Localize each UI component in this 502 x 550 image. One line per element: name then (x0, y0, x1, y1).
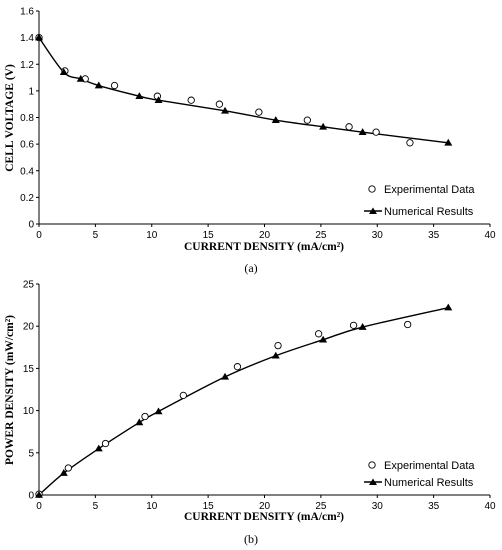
x-tick-label: 35 (428, 501, 440, 512)
x-tick-label: 30 (372, 501, 384, 512)
x-tick-label: 40 (484, 501, 496, 512)
experimental-data-point (179, 391, 187, 400)
experimental-data-point (110, 81, 119, 90)
x-tick-label: 20 (259, 230, 271, 241)
x-tick-label: 35 (428, 230, 440, 241)
numerical-results-line (38, 37, 449, 144)
x-tick-label: 15 (203, 230, 215, 241)
x-tick-label: 25 (315, 501, 327, 512)
experimental-data-point (349, 321, 358, 330)
y-tick-label: 0.6 (20, 140, 34, 151)
numerical-results-point (221, 372, 230, 380)
numerical-results-point (444, 303, 453, 311)
numerical-results-point (221, 106, 230, 114)
panel-caption-a: (a) (244, 261, 257, 275)
legend-label-numerical-results: Numerical Results (384, 477, 474, 489)
experimental-data-point (255, 108, 263, 116)
x-tick-label: 15 (203, 501, 215, 512)
numerical-results-point (59, 469, 68, 476)
experimental-data-point (215, 100, 224, 108)
numerical-results-point (444, 138, 453, 146)
y-tick-label: 0.4 (20, 166, 34, 177)
experimental-data-point (101, 439, 110, 448)
experimental-data-point (345, 123, 353, 131)
experimental-data-point (233, 363, 242, 371)
x-tick-label: 10 (146, 230, 158, 241)
legend-marker-numerical-results (369, 478, 377, 485)
numerical-results-point (76, 74, 85, 82)
panel-caption-b: (b) (244, 532, 258, 546)
experimental-data-point (274, 341, 282, 350)
y-tick-label: 20 (23, 322, 35, 333)
numerical-results-point (94, 444, 103, 452)
numerical-results-point (35, 491, 43, 498)
numerical-results-point (154, 96, 163, 103)
legend-marker-experimental-data (368, 461, 376, 469)
numerical-results-point (94, 81, 103, 89)
numerical-results-point (59, 68, 68, 76)
legend-marker-experimental-data (368, 185, 376, 193)
legend: Experimental Data Numerical Results (364, 184, 475, 218)
y-axis-title: CELL VOLTAGE (V) (4, 64, 16, 172)
x-tick-labels: 0 5 10 15 20 25 30 35 40 (36, 495, 496, 512)
numerical-results-point (135, 418, 144, 426)
numerical-results-point (358, 128, 367, 135)
x-axis-title: CURRENT DENSITY (mA/cm²) (184, 241, 344, 253)
numerical-results-point (358, 323, 367, 330)
data-markers (35, 303, 453, 498)
x-tick-labels: 0 5 10 15 20 25 30 35 40 (36, 224, 496, 241)
y-tick-labels: 0 0.2 0.4 0.6 0.8 1 1.2 1.4 1.6 (20, 7, 39, 231)
x-tick-label: 10 (146, 501, 158, 512)
y-tick-label: 0 (28, 220, 34, 231)
experimental-data-point (404, 320, 412, 329)
y-tick-label: 1.6 (20, 7, 34, 18)
y-tick-labels: 0 5 10 15 20 25 (23, 280, 39, 502)
numerical-results-point (271, 351, 280, 359)
numerical-results-line (38, 306, 449, 496)
y-tick-label: 1.2 (20, 60, 34, 71)
legend-label-numerical-results: Numerical Results (384, 206, 474, 218)
numerical-results-point (35, 33, 43, 41)
y-tick-label: 0.2 (20, 193, 34, 204)
x-tick-label: 5 (93, 501, 99, 512)
x-tick-label: 30 (372, 230, 384, 241)
experimental-data-point (314, 330, 323, 338)
numerical-results-point (271, 116, 280, 123)
x-tick-label: 20 (259, 501, 271, 512)
y-axis-title: POWER DENSITY (mW/cm²) (4, 315, 16, 465)
experimental-data-point (64, 464, 72, 472)
x-tick-label: 5 (93, 230, 99, 241)
x-tick-label: 40 (484, 230, 496, 241)
y-tick-label: 1 (28, 86, 34, 97)
experimental-data-point (141, 412, 149, 421)
chart-panel-a: 0 5 10 15 20 25 30 35 40 0 0.2 0.4 0.6 0.8 1 1.2 1.4 1.6… (4, 7, 496, 276)
numerical-results-point (319, 122, 328, 130)
x-tick-label: 0 (36, 501, 42, 512)
numerical-results-point (154, 407, 163, 415)
chart-panel-b: 0 5 10 15 20 25 30 35 40 0 5 10 15 20 25 CURRENT DENS… (4, 280, 496, 547)
y-tick-label: 1.4 (20, 33, 34, 44)
y-tick-label: 10 (23, 406, 35, 417)
x-tick-label: 0 (36, 230, 42, 241)
numerical-results-point (135, 92, 144, 99)
y-tick-label: 25 (23, 280, 35, 291)
legend: Experimental Data Numerical Results (364, 460, 475, 489)
legend-label-experimental-data: Experimental Data (384, 184, 475, 196)
experimental-data-point (406, 139, 414, 147)
legend-marker-numerical-results (369, 207, 377, 214)
data-markers (35, 33, 453, 147)
numerical-results-point (319, 335, 328, 343)
x-tick-label: 25 (315, 230, 327, 241)
experimental-data-point (303, 116, 311, 124)
y-tick-label: 5 (28, 448, 34, 459)
x-axis-title: CURRENT DENSITY (mA/cm²) (184, 511, 344, 523)
y-tick-label: 0.8 (20, 113, 34, 124)
y-tick-label: 0 (28, 491, 34, 502)
y-tick-label: 15 (23, 364, 35, 375)
legend-label-experimental-data: Experimental Data (384, 460, 475, 472)
experimental-data-point (187, 96, 195, 104)
experimental-data-point (372, 128, 380, 136)
